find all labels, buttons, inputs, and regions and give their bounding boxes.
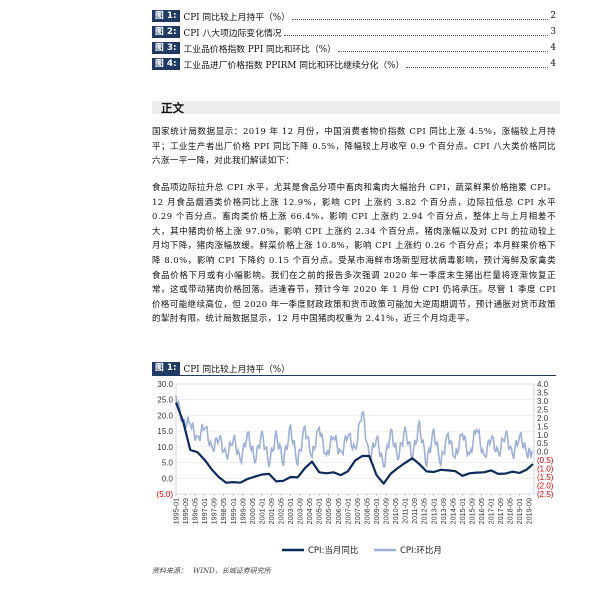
- x-axis-tick-label: 2005-01: [315, 498, 324, 524]
- toc-tag: 图 2:: [152, 26, 180, 38]
- left-axis-tick-label: (5.0): [157, 490, 174, 499]
- x-axis-tick-label: 2001-01: [257, 498, 266, 524]
- left-axis-tick-label: 5.0: [162, 459, 174, 468]
- series-line-cpi-yoy: [174, 402, 534, 485]
- toc-title: CPI 八大项边际变化情况: [183, 28, 282, 39]
- x-axis-tick-label: 2012-05: [420, 498, 429, 524]
- intro-paragraph: 国家统计局数据显示：2019 年 12 月份，中国消费者物价指数 CPI 同比上…: [152, 125, 556, 169]
- right-axis-tick-label: (2.5): [537, 490, 554, 499]
- x-axis-tick-label: 1998-05: [219, 498, 228, 524]
- left-axis-tick-label: 15.0: [157, 427, 173, 436]
- right-axis-tick-label: 0.0: [537, 448, 549, 457]
- x-axis-tick-label: 2007-09: [353, 498, 362, 524]
- x-axis-tick-label: 2008-05: [362, 498, 371, 524]
- right-axis-tick-label: (2.0): [537, 482, 554, 491]
- paragraph-text: 国家统计局数据显示：2019 年 12 月份，中国消费者物价指数 CPI 同比上…: [152, 127, 556, 167]
- right-axis-tick-label: 3.0: [537, 397, 549, 406]
- right-axis-tick-label: (1.0): [537, 465, 554, 474]
- analysis-paragraph: 食品项边际拉升总 CPI 水平，尤其是食品分项中畜肉和禽肉大幅抬升 CPI，蔬菜…: [152, 181, 556, 327]
- left-axis-tick-label: 20.0: [157, 411, 173, 420]
- legend-label-cpi-mom: CPI:环比月: [400, 545, 442, 556]
- toc-entry-3[interactable]: 图 3: 工业品价格指数 PPI 同比和环比（%） 4: [152, 40, 556, 56]
- x-axis-tick-label: 2013-09: [439, 498, 448, 524]
- right-axis-tick-label: 3.5: [537, 388, 549, 397]
- x-axis-tick-label: 2015-01: [458, 498, 467, 524]
- source-label: 资料来源：: [152, 567, 187, 575]
- right-axis-tick-label: (0.5): [537, 456, 554, 465]
- toc-leader-dots: [291, 18, 549, 20]
- right-axis-tick-label: 2.0: [537, 414, 549, 423]
- source-note: 资料来源： WIND，长城证券研究所: [152, 566, 277, 576]
- right-axis-tick-label: 1.0: [537, 431, 549, 440]
- toc-entry-4[interactable]: 图 4: 工业品进厂价格指数 PPIRM 同比和环比继续分化（%） 4: [152, 56, 556, 72]
- x-axis-tick-label: 1996-05: [191, 498, 200, 524]
- x-axis-tick-label: 2003-09: [296, 498, 305, 524]
- x-axis-tick-label: 2011-09: [410, 498, 419, 524]
- x-axis-tick-label: 2007-01: [343, 498, 352, 524]
- x-axis-tick-label: 2013-01: [429, 498, 438, 524]
- right-axis-tick-label: 1.5: [537, 422, 549, 431]
- left-axis-tick-label: 25.0: [157, 396, 173, 405]
- right-axis-tick-label: (1.5): [537, 473, 554, 482]
- toc-entry-2[interactable]: 图 2: CPI 八大项边际变化情况 3: [152, 24, 556, 40]
- toc-entry-1[interactable]: 图 1: CPI 同比较上月持平（%） 2: [152, 8, 556, 24]
- right-axis-tick-label: 2.5: [537, 405, 549, 414]
- left-axis-tick-label: 30.0: [157, 380, 173, 389]
- right-axis-tick-label: 0.5: [537, 439, 549, 448]
- x-axis-tick-label: 2004-05: [305, 498, 314, 524]
- section-header-bar: [152, 101, 560, 114]
- toc-leader-dots: [406, 66, 549, 68]
- x-axis-tick-label: 2009-09: [382, 498, 391, 524]
- x-axis-tick-label: 2003-01: [286, 498, 295, 524]
- x-axis-tick-label: 1997-01: [200, 498, 209, 524]
- cpi-line-chart: 30.0 25.0 20.0 15.0 10.0 5.0 0.0 (5.0) 4.03.53.0…: [157, 380, 554, 556]
- left-axis-tick-label: 10.0: [157, 443, 173, 452]
- source-text: WIND，长城证券研究所: [193, 567, 271, 575]
- toc-page-number: 2: [550, 11, 556, 21]
- x-axis-tick-label: 2005-09: [324, 498, 333, 524]
- x-axis-tick-label: 1995-09: [181, 498, 190, 524]
- section-title: 正文: [161, 101, 184, 115]
- x-axis-tick-label: 1997-09: [210, 498, 219, 524]
- x-axis-tick-label: 2015-09: [467, 498, 476, 524]
- x-axis-tick-label: 2011-01: [401, 498, 410, 524]
- toc-page-number: 4: [550, 43, 556, 53]
- figure-tag: 图 1:: [152, 361, 180, 375]
- toc-title: 工业品进厂价格指数 PPIRM 同比和环比继续分化（%）: [183, 60, 405, 71]
- x-axis-tick-label: 2009-01: [372, 498, 381, 524]
- x-axis-tick-label: 1999-09: [238, 498, 247, 524]
- toc-leader-dots: [337, 50, 549, 52]
- toc-tag: 图 1:: [152, 10, 180, 22]
- x-axis-tick-label: 2006-05: [334, 498, 343, 524]
- x-axis-tick-label: 2000-05: [248, 498, 257, 524]
- x-axis-tick-label: 2001-09: [267, 498, 276, 524]
- toc-title: 工业品价格指数 PPI 同比和环比（%）: [183, 44, 336, 55]
- x-axis-tick-label: 2019-01: [515, 498, 524, 524]
- x-axis-tick-label: 2017-01: [487, 498, 496, 524]
- toc-tag: 图 4:: [152, 58, 180, 70]
- x-axis-tick-label: 2010-05: [391, 498, 400, 524]
- x-axis-tick-label: 2014-05: [448, 498, 457, 524]
- x-axis-tick-label: 2002-05: [277, 498, 286, 524]
- figure-title: CPI 同比较上月持平（%）: [183, 364, 290, 375]
- series-line-cpi-mom: [175, 395, 534, 468]
- x-axis-tick-label: 2019-09: [525, 498, 534, 524]
- x-axis-tick-label: 2017-09: [496, 498, 505, 524]
- legend-label-cpi-yoy: CPI:当月同比: [308, 545, 358, 556]
- left-axis-tick-label: 0.0: [162, 474, 174, 483]
- right-axis-tick-label: 4.0: [537, 380, 549, 389]
- figure-caption: 图 1: CPI 同比较上月持平（%）: [152, 361, 556, 376]
- x-axis-tick-label: 2016-05: [477, 498, 486, 524]
- x-axis-tick-label: 1995-01: [172, 498, 181, 524]
- paragraph-text: 食品项边际拉升总 CPI 水平，尤其是食品分项中畜肉和禽肉大幅抬升 CPI，蔬菜…: [152, 183, 556, 325]
- toc-page-number: 3: [550, 27, 556, 37]
- toc-page-number: 4: [550, 59, 556, 69]
- toc-leader-dots: [283, 34, 549, 36]
- table-of-figures: 图 1: CPI 同比较上月持平（%） 2 图 2: CPI 八大项边际变化情况…: [152, 8, 556, 72]
- toc-tag: 图 3:: [152, 42, 180, 54]
- x-axis-tick-label: 1999-01: [229, 498, 238, 524]
- toc-title: CPI 同比较上月持平（%）: [183, 12, 290, 23]
- x-axis-tick-label: 2018-05: [506, 498, 515, 524]
- cpi-chart: 30.0 25.0 20.0 15.0 10.0 5.0 0.0 (5.0) 4.0 3.5 3.0…: [152, 376, 556, 559]
